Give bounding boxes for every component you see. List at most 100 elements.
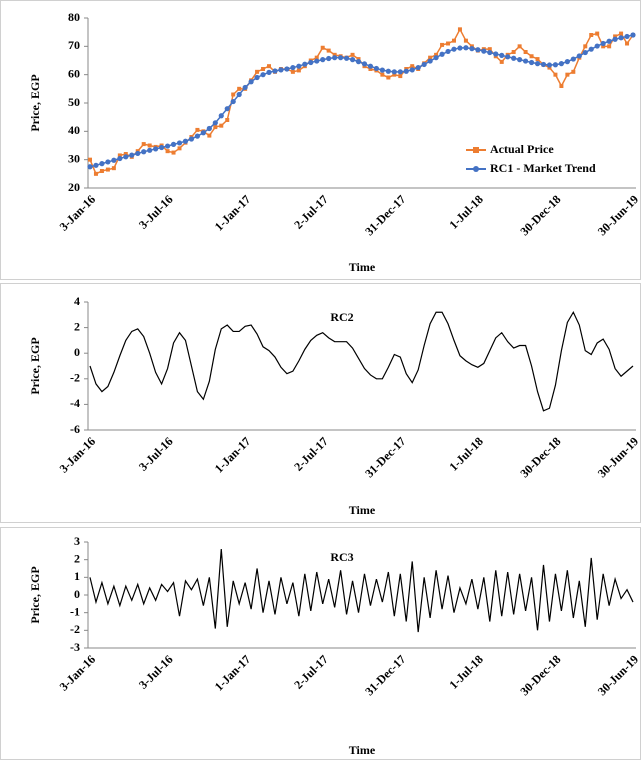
data-point [326,48,331,53]
panel [0,283,641,523]
data-point [213,125,218,130]
x-tick-label: 2-Jul-17 [291,192,331,232]
data-point [428,55,433,60]
data-point [571,69,576,74]
data-point [141,149,147,155]
x-tick-label: 30-Dec-18 [517,652,563,698]
data-point [290,69,295,74]
y-tick-label: 2 [74,551,80,565]
data-point [171,150,176,155]
data-point [534,61,541,67]
legend-marker [473,166,479,172]
y-tick-label: 1 [74,569,80,583]
data-point [451,46,457,52]
data-point [194,133,201,139]
data-point [487,47,492,52]
y-axis-label: Price, EGP [28,566,42,623]
data-point [290,64,296,71]
y-tick-label: 50 [68,95,80,109]
y-tick-label: 70 [68,38,80,52]
data-point [135,150,141,157]
data-point [505,54,511,60]
y-tick-label: 20 [68,180,80,194]
data-point [266,69,272,75]
data-point [379,67,385,73]
data-point [594,43,600,49]
x-tick-label: 30-Jun-19 [595,192,641,238]
data-point [200,130,206,136]
data-point [511,50,516,54]
data-point [296,68,301,73]
data-point [332,55,338,61]
data-point [523,50,528,54]
data-point [147,147,153,153]
data-point [248,79,254,85]
data-point [410,64,415,69]
data-point [439,51,445,57]
x-tick-label: 30-Jun-19 [595,434,641,480]
data-point [278,67,284,73]
data-point [487,49,493,56]
data-point [314,55,319,60]
data-point [218,113,224,119]
data-point [517,57,523,63]
data-point [159,144,165,151]
data-point [93,162,99,168]
data-point [302,61,308,67]
data-point [624,33,630,40]
x-tick-label: 2-Jul-17 [291,652,331,692]
x-tick-label: 1-Jan-17 [212,652,253,693]
legend-label: Actual Price [490,142,554,156]
data-point [141,142,146,147]
data-point [206,125,212,132]
data-point [618,35,624,41]
data-point [326,55,332,62]
data-point [380,72,385,77]
data-point [522,58,529,64]
data-point [613,34,618,39]
data-point [397,69,403,75]
x-tick-label: 31-Dec-17 [362,434,408,480]
x-axis-label: Time [349,260,376,274]
y-tick-label: 4 [74,294,80,308]
data-point [553,72,558,77]
data-point [415,64,421,71]
x-tick-label: 3-Jul-16 [136,192,176,232]
data-point [558,61,564,67]
data-point [570,56,576,62]
y-tick-label: 30 [68,151,80,165]
data-point [111,166,116,171]
x-axis-label: Time [349,503,376,517]
data-point [212,120,218,126]
y-tick-label: -4 [70,396,80,410]
chart-title: RC2 [330,310,353,324]
data-point [338,55,344,61]
data-point [225,118,230,122]
data-point [630,32,636,38]
x-tick-label: 3-Jan-16 [57,192,98,233]
data-point [164,143,171,149]
data-point [517,44,522,49]
data-point [237,86,242,91]
data-point [117,155,123,162]
data-point [153,146,159,152]
x-tick-label: 3-Jan-16 [57,434,98,475]
data-point [528,59,535,66]
data-point [457,45,463,51]
data-point [559,84,564,88]
data-point [314,58,320,64]
data-point [367,63,374,69]
y-axis-label: Price, EGP [28,74,42,131]
data-point [99,161,105,167]
data-point [224,106,230,112]
x-tick-label: 3-Jul-16 [136,652,176,692]
data-point [469,46,475,52]
data-point [398,74,403,79]
data-point [595,31,600,36]
data-point [457,27,462,32]
data-point [427,58,433,64]
data-point [261,67,266,71]
data-point [446,41,451,46]
legend-marker [473,147,479,153]
